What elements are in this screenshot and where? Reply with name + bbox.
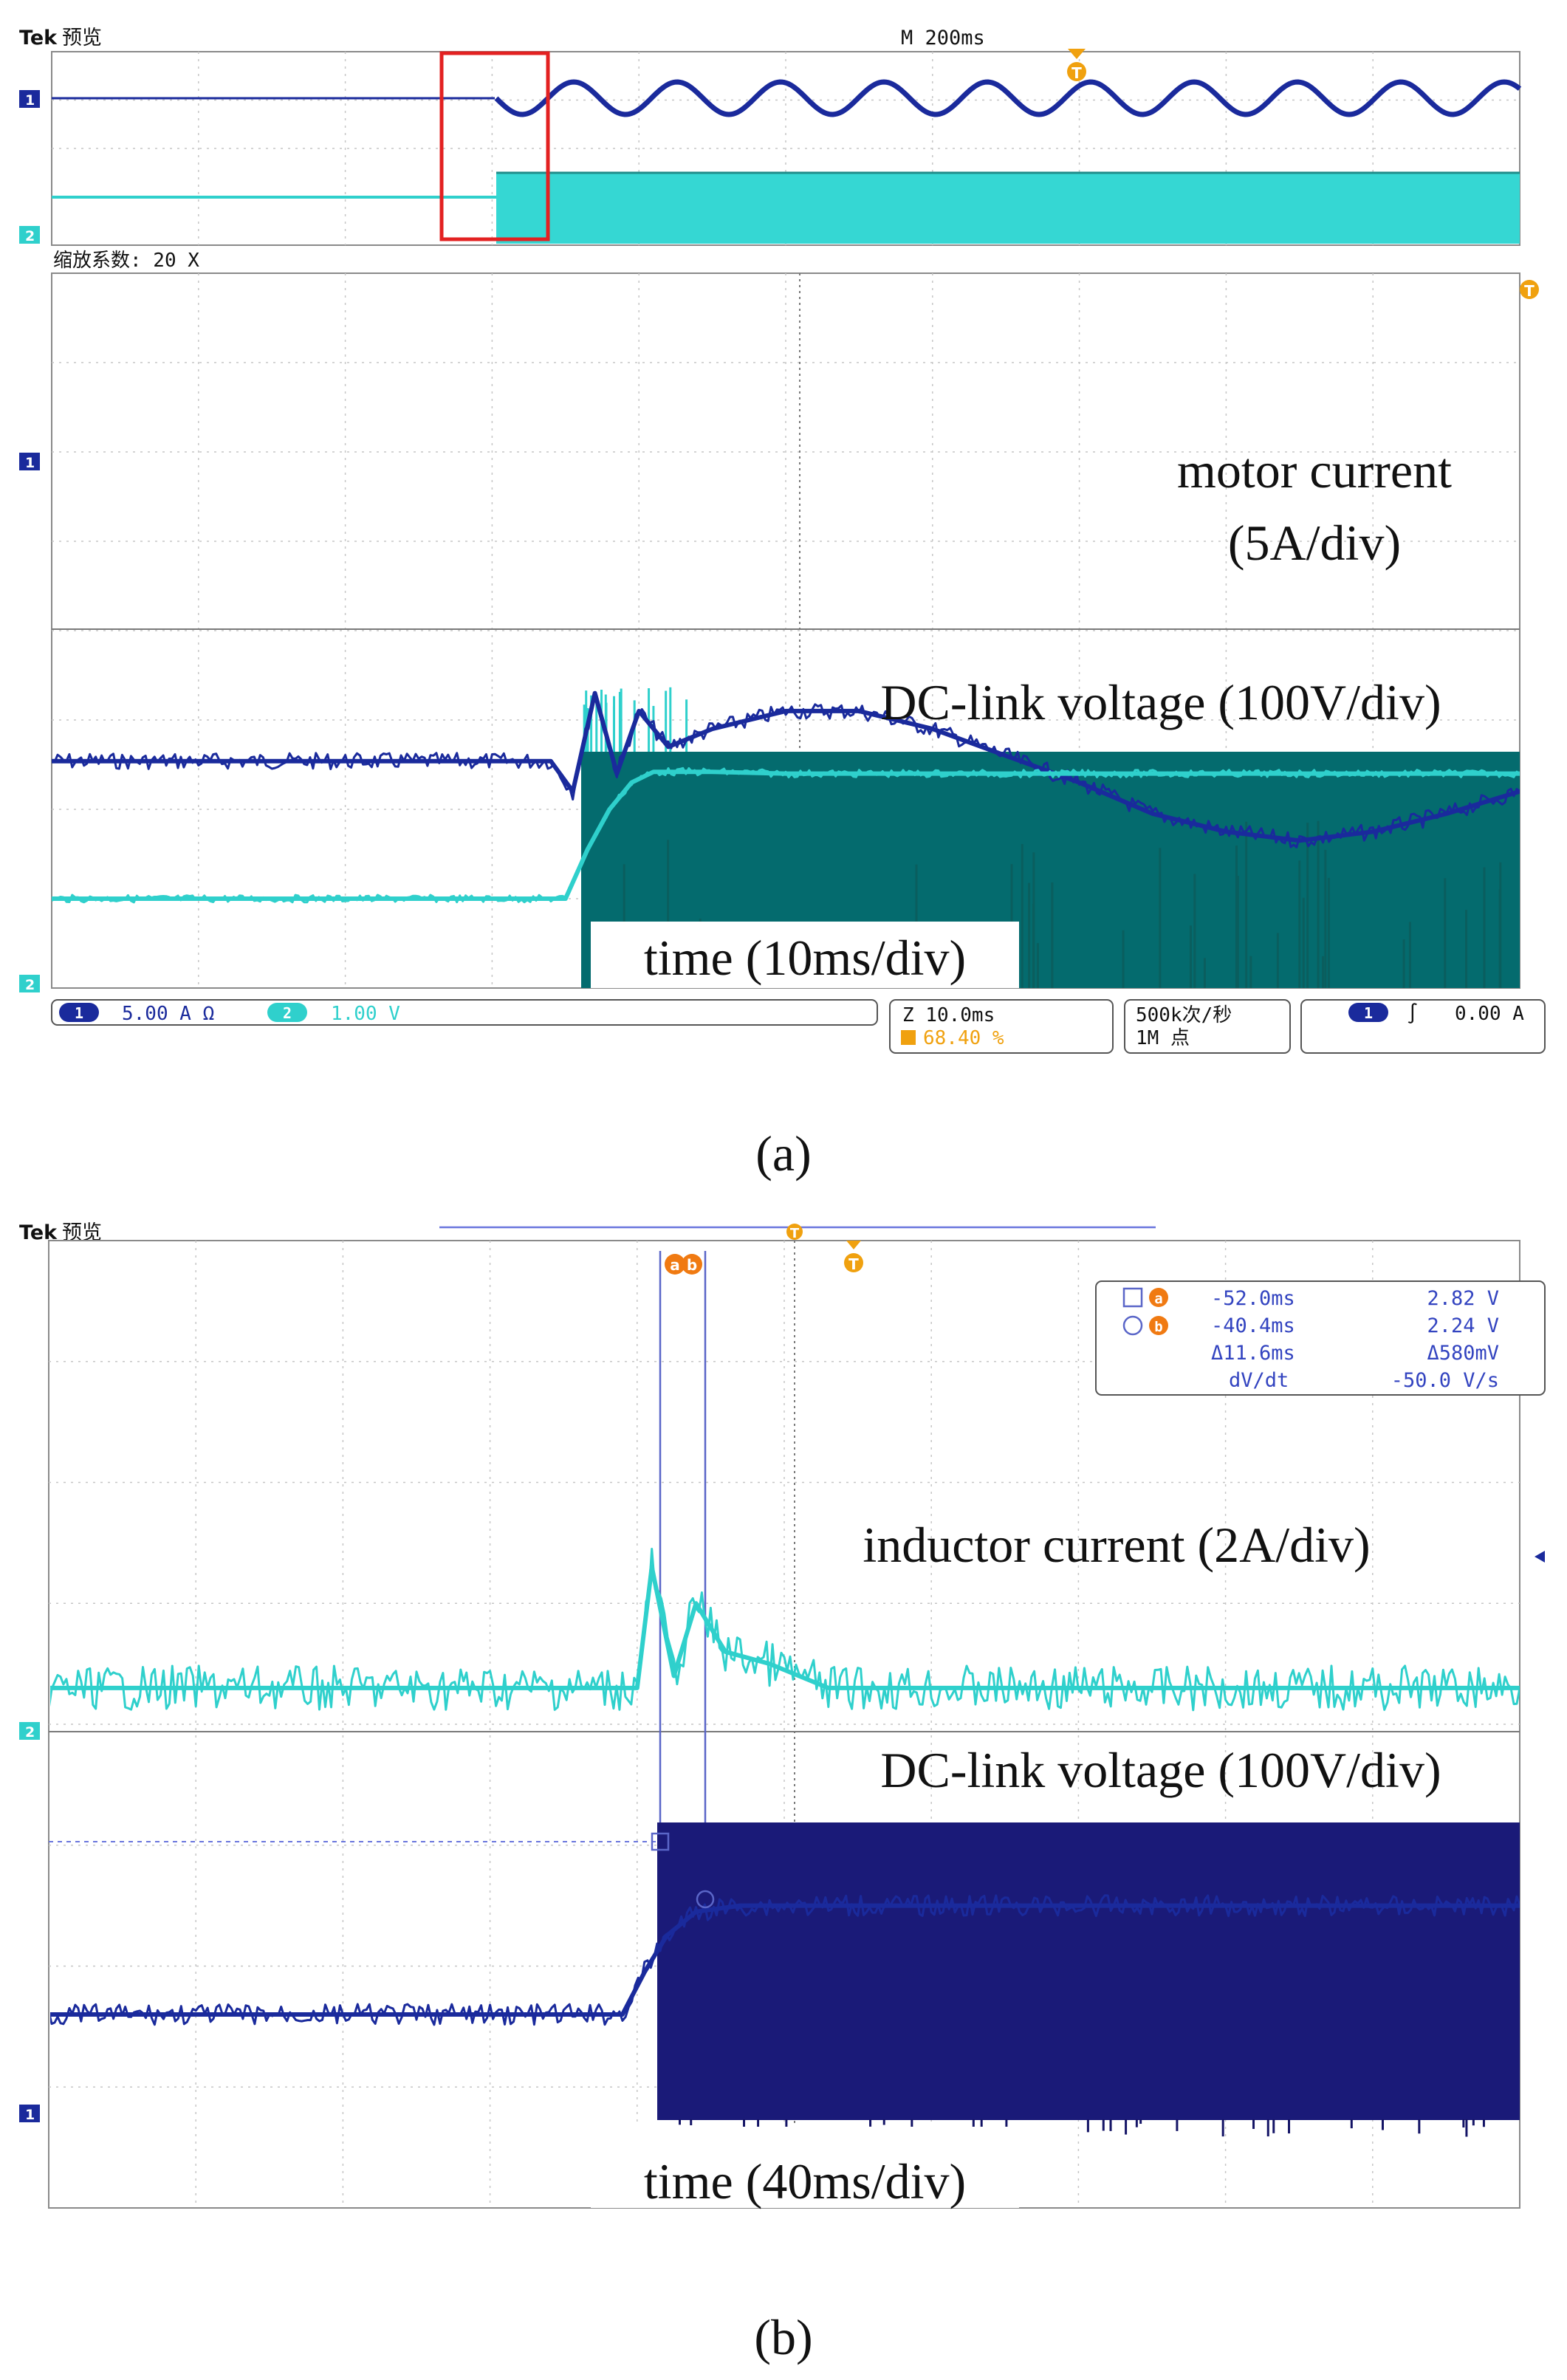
svg-text:T: T — [790, 1226, 800, 1241]
svg-text:2.82 V: 2.82 V — [1427, 1287, 1499, 1310]
ch1-marker-b — [19, 2105, 40, 2122]
time-label-bg-a — [591, 922, 1019, 988]
trigger-marker-b-top — [786, 1224, 803, 1240]
annotation-dc-link-a: DC-link voltage (100V/div) — [880, 674, 1441, 730]
zoom-trigger-marker — [1520, 280, 1539, 299]
panel-label-a: (a) — [755, 1125, 811, 1182]
svg-text:1: 1 — [1364, 1004, 1373, 1022]
svg-text:1: 1 — [25, 2107, 35, 2123]
svg-text:2: 2 — [25, 228, 35, 244]
overview-strip: T 1 2 — [19, 49, 1522, 246]
status-ch2-scale: 1.00 V — [331, 1003, 400, 1025]
cursor-a-square — [651, 1832, 670, 1851]
status-record-length: 1M 点 — [1136, 1027, 1190, 1049]
cursor-a-badge — [665, 1254, 685, 1275]
trigger-arrow-b — [846, 1241, 861, 1249]
svg-text:1: 1 — [25, 92, 35, 109]
series-dc-link-voltage-line — [50, 1903, 1520, 2017]
status-trigger-icon — [901, 1030, 916, 1045]
svg-text:a: a — [1154, 1291, 1162, 1307]
readout-a-badge — [1149, 1288, 1168, 1307]
svg-text:-52.0ms: -52.0ms — [1211, 1287, 1295, 1310]
status-trigger-slope-icon: ∫ — [1407, 1003, 1419, 1025]
annotation-time-a: time (10ms/div) — [644, 930, 966, 986]
offset-arrow-b — [1535, 1551, 1545, 1563]
panel-b: Tek 预览 a b T T 2 — [19, 1221, 1546, 2365]
svg-text:T: T — [848, 1255, 859, 1273]
overview-timebase: M 200ms — [901, 27, 985, 49]
status-bar-a: 1 5.00 A Ω 2 1.00 V Z 10.0ms 68.40 % 500… — [51, 999, 1546, 1054]
annotation-dc-link-b: DC-link voltage (100V/div) — [880, 1742, 1441, 1798]
series-inductor-current-line — [50, 1565, 1520, 1690]
svg-text:Δ580mV: Δ580mV — [1427, 1342, 1499, 1365]
svg-text:dV/dt: dV/dt — [1229, 1369, 1289, 1392]
status-zoom-timebase: Z 10.0ms — [902, 1004, 995, 1026]
zoom-ch2-marker — [19, 975, 40, 992]
status-sample-rate: 500k次/秒 — [1136, 1004, 1232, 1026]
svg-text:2: 2 — [25, 1724, 35, 1741]
series-dc-link-voltage-line — [52, 769, 1520, 901]
readout-b-badge — [1149, 1316, 1168, 1335]
zoom-ch1-marker — [19, 453, 40, 470]
series-inductor-current-trace — [50, 1548, 1520, 1712]
svg-text:1: 1 — [75, 1004, 83, 1022]
cursor-b-circle — [696, 1890, 715, 1909]
svg-text:T: T — [1524, 282, 1535, 300]
status-trigger-level: 0.00 A — [1455, 1003, 1524, 1025]
panel-a: Tek 预览 M 200ms T 1 2 缩放系数: 20 X — [19, 27, 1546, 1182]
status-trigger-pos: 68.40 % — [923, 1027, 1004, 1049]
cursor-b-badge — [682, 1254, 702, 1275]
mode-label-a: 预览 — [62, 27, 102, 49]
readout-b-circle — [1122, 1315, 1143, 1336]
svg-text:2: 2 — [283, 1004, 292, 1022]
panel-label-b: (b) — [754, 2309, 812, 2365]
annotation-motor-current: motor current — [1177, 442, 1452, 498]
cursor-readout-box: a b -52.0ms 2.82 V -40.4ms 2.24 V Δ11.6m… — [1095, 1280, 1546, 1396]
zoom-window-box — [439, 51, 550, 241]
svg-text:b: b — [1154, 1319, 1162, 1335]
status-trigger-ch-badge — [1348, 1003, 1388, 1022]
svg-text:a: a — [670, 1256, 680, 1274]
overview-ch1-marker — [19, 90, 40, 108]
status-ch1-badge — [59, 1003, 99, 1022]
annotation-time-b: time (40ms/div) — [644, 2153, 966, 2209]
zoom-factor-label: 缩放系数: 20 X — [53, 250, 199, 272]
overview-ch2-marker — [19, 226, 40, 244]
status-ch2-badge — [267, 1003, 307, 1022]
overview-ch1-sine — [494, 79, 1522, 117]
svg-text:1: 1 — [25, 455, 35, 471]
svg-text:b: b — [687, 1256, 697, 1274]
readout-a-square — [1122, 1287, 1143, 1308]
brand-label-a: Tek — [19, 27, 58, 49]
svg-text:2.24 V: 2.24 V — [1427, 1314, 1499, 1337]
series-motor-current-line — [52, 690, 1520, 843]
annotation-inductor-current: inductor current (2A/div) — [863, 1517, 1370, 1573]
svg-text:Δ11.6ms: Δ11.6ms — [1211, 1342, 1295, 1365]
status-ch1-scale: 5.00 A Ω — [122, 1003, 214, 1025]
overview-trigger-marker — [1067, 62, 1086, 81]
overview-trigger-arrow — [1068, 49, 1086, 59]
overview-trigger-letter: T — [1071, 64, 1082, 82]
time-label-bg-b — [591, 2127, 1019, 2208]
trigger-marker-b — [844, 1253, 863, 1272]
svg-text:-40.4ms: -40.4ms — [1211, 1314, 1295, 1337]
svg-text:-50.0 V/s: -50.0 V/s — [1391, 1369, 1499, 1392]
dc-link-fill-b — [657, 1822, 1520, 2120]
overview-ch2-block — [496, 173, 1520, 244]
svg-text:2: 2 — [25, 977, 35, 993]
annotation-motor-current-scale: (5A/div) — [1228, 515, 1401, 571]
ch2-marker-b — [19, 1722, 40, 1740]
